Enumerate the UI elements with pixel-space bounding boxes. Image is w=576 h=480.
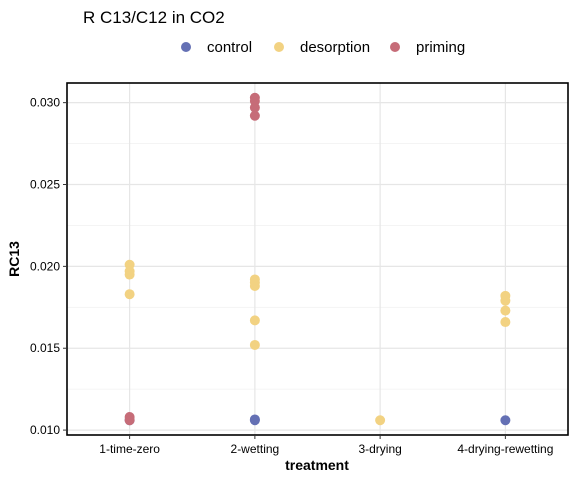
x-axis-title: treatment [285, 457, 349, 473]
x-tick-label: 2-wetting [231, 442, 280, 456]
legend-key-priming [390, 42, 400, 52]
point-priming [249, 102, 260, 113]
y-tick-label: 0.020 [30, 259, 60, 273]
point-priming [124, 415, 135, 426]
y-axis: 0.010 0.015 0.020 0.025 0.030 [30, 96, 67, 437]
legend-key-desorption [274, 42, 284, 52]
y-tick-label: 0.030 [30, 96, 60, 110]
legend-label-control: control [207, 39, 252, 56]
point-desorption [500, 295, 511, 306]
point-control [249, 414, 260, 425]
legend-label-desorption: desorption [300, 39, 370, 56]
x-tick-label: 3-drying [358, 442, 401, 456]
chart-title: R C13/C12 in CO2 [83, 8, 225, 27]
point-desorption [124, 269, 135, 280]
chart-legend: control desorption priming [181, 39, 465, 56]
data-points [124, 92, 511, 426]
point-desorption [124, 289, 135, 300]
point-desorption [249, 281, 260, 292]
legend-key-control [181, 42, 191, 52]
point-desorption [249, 339, 260, 350]
point-desorption [375, 415, 386, 426]
grid-lines [67, 83, 568, 435]
x-axis: 1-time-zero 2-wetting 3-drying 4-drying-rew… [99, 435, 553, 456]
point-desorption [500, 305, 511, 316]
x-tick-label: 4-drying-rewetting [457, 442, 553, 456]
y-tick-label: 0.015 [30, 341, 60, 355]
y-tick-label: 0.010 [30, 423, 60, 437]
point-control [500, 415, 511, 426]
point-desorption [249, 315, 260, 326]
y-axis-title: RC13 [6, 241, 22, 277]
plot-panel-border [66, 82, 569, 436]
legend-label-priming: priming [416, 39, 465, 56]
x-tick-label: 1-time-zero [99, 442, 160, 456]
point-desorption [500, 317, 511, 328]
point-priming [249, 110, 260, 121]
y-tick-label: 0.025 [30, 178, 60, 192]
